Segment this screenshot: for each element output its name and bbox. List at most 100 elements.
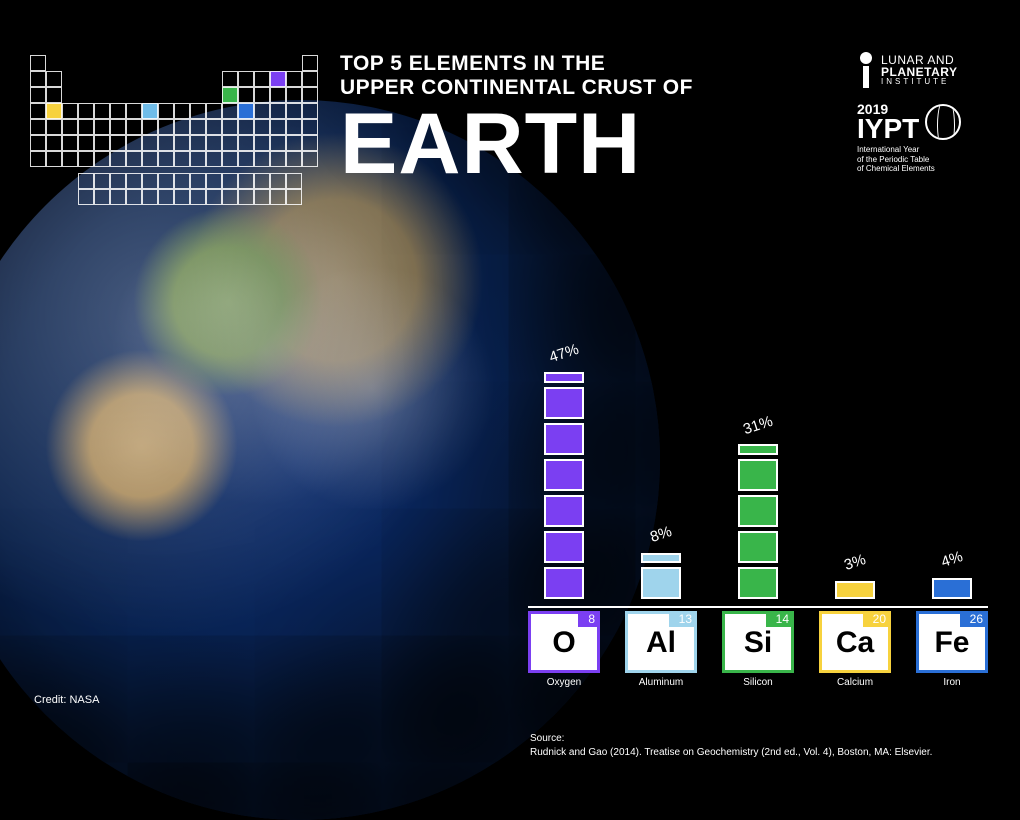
pt-cell <box>46 103 62 119</box>
pt-cell <box>78 189 94 205</box>
pt-cell <box>110 135 126 151</box>
pt-cell <box>94 103 110 119</box>
pt-cell <box>238 151 254 167</box>
pt-cell <box>174 103 190 119</box>
bar-pct-label: 3% <box>842 551 868 574</box>
pt-cell <box>254 135 270 151</box>
bar-block <box>738 495 778 527</box>
pt-cell <box>46 71 62 87</box>
bar-block <box>738 459 778 491</box>
pt-cell <box>174 151 190 167</box>
pt-cell <box>302 71 318 87</box>
bar-block <box>544 423 584 455</box>
pt-cell <box>126 151 142 167</box>
globe-icon <box>925 104 961 140</box>
chart-baseline <box>528 606 988 608</box>
pt-cell <box>206 189 222 205</box>
pt-cell <box>62 135 78 151</box>
pt-cell <box>206 103 222 119</box>
pt-cell <box>302 55 318 71</box>
pt-cell <box>270 189 286 205</box>
pt-cell <box>206 119 222 135</box>
pt-cell <box>238 87 254 103</box>
pt-cell <box>158 151 174 167</box>
bar-block <box>738 531 778 563</box>
pt-cell <box>190 135 206 151</box>
pt-cell <box>62 151 78 167</box>
pt-cell <box>126 103 142 119</box>
pt-cell <box>126 189 142 205</box>
source-text: Rudnick and Gao (2014). Treatise on Geoc… <box>530 746 932 760</box>
pt-cell <box>142 151 158 167</box>
iypt-subtitle: International Yearof the Periodic Tableo… <box>857 145 992 174</box>
pt-cell <box>270 135 286 151</box>
pt-cell <box>190 151 206 167</box>
element-name: Aluminum <box>625 677 697 688</box>
pt-cell <box>78 151 94 167</box>
pt-cell <box>30 87 46 103</box>
pt-cell <box>62 103 78 119</box>
iypt-logo: 2019 IYPT <box>857 102 992 141</box>
bar-block <box>544 459 584 491</box>
pt-cell <box>94 173 110 189</box>
atomic-number: 26 <box>960 611 988 627</box>
source-label: Source: <box>530 732 932 746</box>
element-symbol: Fe <box>919 628 985 658</box>
pt-cell <box>286 173 302 189</box>
pt-cell <box>142 119 158 135</box>
pt-cell <box>222 87 238 103</box>
pt-cell <box>190 189 206 205</box>
pt-cell <box>94 151 110 167</box>
element-tile-o: 8O <box>528 611 600 673</box>
pt-cell <box>46 119 62 135</box>
element-tile-ca: 20Ca <box>819 611 891 673</box>
elements-chart: 47%8%31%3%4% 8OOxygen13AlAluminum14SiSil… <box>528 319 988 688</box>
pt-cell <box>190 173 206 189</box>
pt-cell <box>270 87 286 103</box>
bar-block-partial <box>932 578 972 599</box>
element-symbol: Si <box>725 628 791 658</box>
bar-si: 31% <box>728 444 788 599</box>
pt-cell <box>302 151 318 167</box>
pt-cell <box>286 151 302 167</box>
element-symbol: Ca <box>822 628 888 658</box>
element-name: Silicon <box>722 677 794 688</box>
element-tiles: 8OOxygen13AlAluminum14SiSilicon20CaCalci… <box>528 611 988 688</box>
pt-cell <box>254 71 270 87</box>
bar-al: 8% <box>631 553 691 599</box>
bar-block <box>544 387 584 419</box>
pt-cell <box>238 119 254 135</box>
pt-cell <box>30 103 46 119</box>
pt-cell <box>174 189 190 205</box>
pt-cell <box>142 135 158 151</box>
pt-cell <box>222 189 238 205</box>
lpi-logo: LUNAR AND PLANETARY INSTITUTE <box>857 52 992 88</box>
pt-cell <box>158 103 174 119</box>
pt-cell <box>206 173 222 189</box>
element-symbol: O <box>531 628 597 658</box>
pt-cell <box>270 103 286 119</box>
pt-cell <box>158 189 174 205</box>
pt-cell <box>222 103 238 119</box>
pt-cell <box>270 119 286 135</box>
image-credit: Credit: NASA <box>34 694 99 706</box>
atomic-number: 20 <box>863 611 891 627</box>
lpi-line-3: INSTITUTE <box>881 78 958 86</box>
pt-cell <box>78 119 94 135</box>
pt-cell <box>62 119 78 135</box>
bar-block-partial <box>835 581 875 599</box>
pt-cell <box>126 119 142 135</box>
bar-block-partial <box>544 372 584 383</box>
pt-cell <box>30 119 46 135</box>
pt-cell <box>94 189 110 205</box>
pt-cell <box>78 103 94 119</box>
bar-block <box>641 567 681 599</box>
pt-cell <box>190 119 206 135</box>
pt-cell <box>286 189 302 205</box>
pt-cell <box>94 119 110 135</box>
pt-cell <box>222 119 238 135</box>
pt-cell <box>286 135 302 151</box>
pt-cell <box>142 173 158 189</box>
pt-cell <box>126 173 142 189</box>
logos: LUNAR AND PLANETARY INSTITUTE 2019 IYPT … <box>857 52 992 174</box>
